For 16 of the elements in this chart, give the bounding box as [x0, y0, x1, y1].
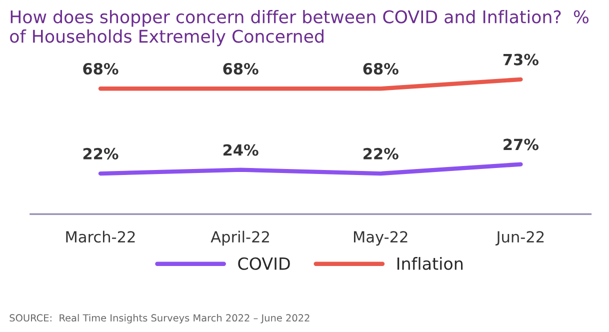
data-label: 68%: [83, 63, 118, 75]
x-tick-label: May-22: [354, 231, 408, 246]
data-label: 68%: [363, 63, 398, 75]
data-label: 22%: [83, 148, 118, 160]
data-label: 22%: [364, 148, 398, 160]
source-note: SOURCE: Real Time Insights Surveys March 2022 – June 2022: [10, 314, 310, 324]
data-label: 24%: [223, 144, 258, 156]
x-tick-label: Jun-22: [495, 231, 544, 246]
data-label: 68%: [223, 63, 258, 75]
legend-label: COVID: [238, 257, 290, 270]
data-label: 73%: [503, 54, 538, 66]
data-label: 27%: [504, 138, 538, 150]
chart-title: How does shopper concern differ between COVID and Inflation? % of Households Extremely Concerned: [10, 10, 589, 46]
legend-label: Inflation: [397, 257, 463, 270]
x-tick-label: March-22: [66, 230, 135, 243]
x-tick-label: April-22: [210, 230, 269, 246]
